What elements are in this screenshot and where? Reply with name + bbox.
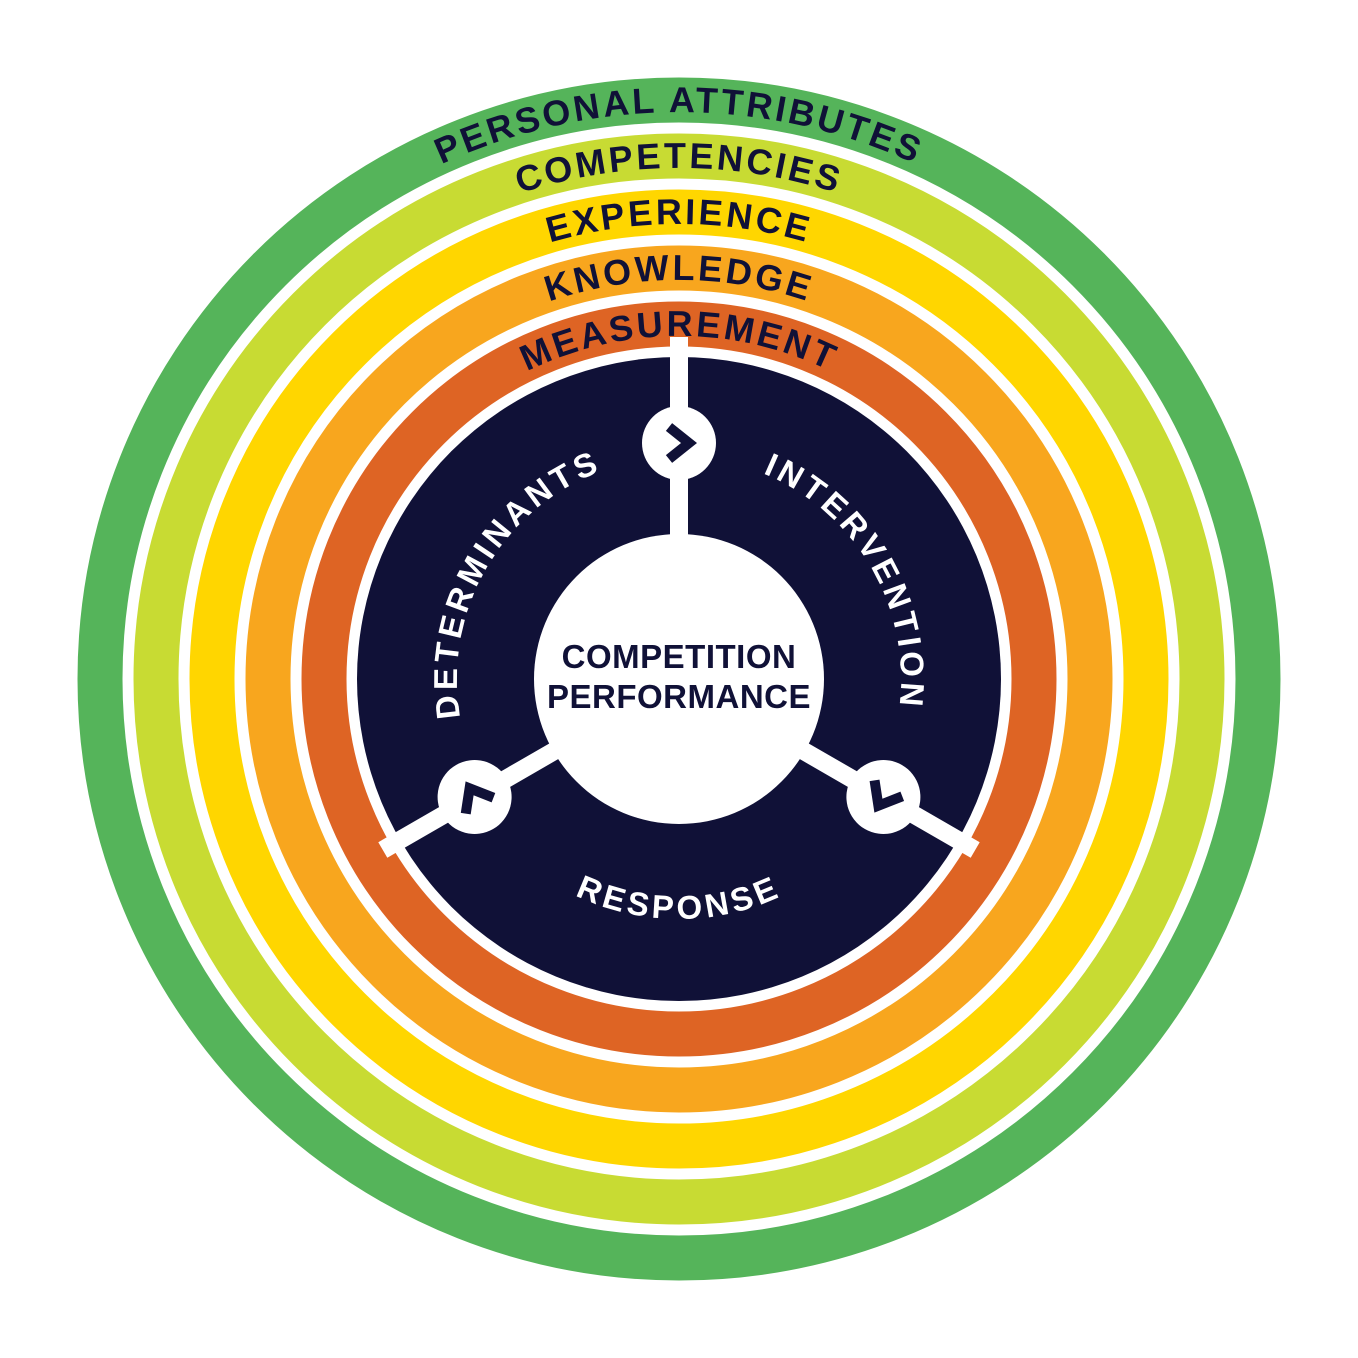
ring-knowledge	[245, 245, 1113, 1113]
cycle-arrow-bottom-right	[846, 760, 921, 834]
chevron-up-icon	[460, 781, 496, 815]
cycle-arrow-top	[642, 406, 716, 480]
center-title-line2: PERFORMANCE	[547, 678, 811, 715]
arrow-badge	[437, 760, 512, 834]
ring-label-knowledge: KNOWLEDGE	[539, 247, 819, 310]
ring-experience	[189, 189, 1169, 1169]
cycle-arrow-bottom-left	[437, 760, 512, 834]
chevron-right-icon	[665, 423, 698, 463]
center-title-line1: COMPETITION	[562, 638, 797, 675]
ring-measurement	[301, 301, 1057, 1057]
chevron-down-icon	[869, 779, 905, 813]
arrow-badge	[846, 760, 921, 834]
ring-competencies	[133, 133, 1225, 1225]
arrow-badge	[642, 406, 716, 480]
ring-personal-attributes	[77, 77, 1281, 1281]
ring-label-text: KNOWLEDGE	[539, 247, 816, 310]
center-title: COMPETITION PERFORMANCE	[547, 638, 811, 715]
center-hub	[534, 534, 824, 824]
